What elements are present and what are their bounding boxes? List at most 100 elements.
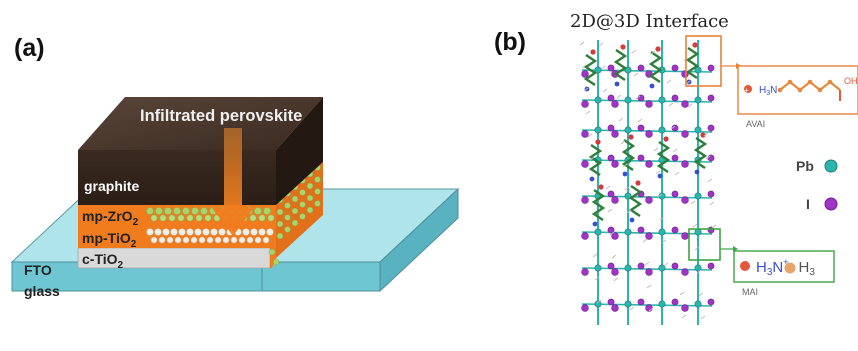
hydrogen-bond xyxy=(633,72,639,77)
organic-chain xyxy=(693,137,708,169)
hydrogen-bond xyxy=(672,148,678,153)
zro2-particle xyxy=(177,214,185,222)
i-atom xyxy=(637,262,645,270)
mp-tio2-label: mp-TiO2 xyxy=(82,230,137,250)
zro2-particle xyxy=(263,207,271,215)
i-atom xyxy=(581,304,589,312)
zro2-particle xyxy=(276,232,284,240)
zro2-particle xyxy=(299,213,306,220)
i-atom xyxy=(607,154,615,162)
i-atom xyxy=(645,160,653,168)
svg-text:+: + xyxy=(744,86,749,95)
hydrogen-bond xyxy=(624,186,630,191)
infiltration-arrow xyxy=(212,128,254,236)
hydrogen-bond xyxy=(698,292,704,297)
hydrogen-bond xyxy=(602,88,608,93)
pb-atom xyxy=(624,264,632,272)
zro2-particle xyxy=(195,214,203,222)
pb-atom xyxy=(694,264,702,272)
oxygen-atom xyxy=(598,184,604,190)
hydrogen-bond xyxy=(587,133,593,138)
mp-tio2-text: mp-TiO xyxy=(82,230,131,246)
avai-highlight-box xyxy=(685,35,722,87)
fto-label: FTO xyxy=(24,262,52,278)
hydrogen-bond xyxy=(659,216,665,221)
tio2-particle xyxy=(218,228,226,236)
pb-atom xyxy=(594,264,602,272)
panel-a: (a) Infiltr xyxy=(10,34,460,299)
pb-atom xyxy=(594,96,602,104)
hydrogen-bond xyxy=(657,193,663,198)
zro2-particle xyxy=(306,182,314,190)
zro2-particle xyxy=(254,207,262,215)
i-atom xyxy=(707,226,715,234)
pb-atom xyxy=(594,66,602,74)
tio2-particle xyxy=(178,228,186,236)
i-atom xyxy=(637,154,645,162)
i-atom xyxy=(681,268,689,276)
hydrogen-bond xyxy=(703,132,709,137)
i-atom xyxy=(581,100,589,108)
hydrogen-bond xyxy=(579,41,585,46)
oxygen-atom xyxy=(620,44,626,50)
zro2-particle xyxy=(150,214,158,222)
organic-chain xyxy=(648,51,663,83)
zro2-particle xyxy=(249,214,257,222)
pb-atom xyxy=(694,192,702,200)
tio2-particle xyxy=(258,228,266,236)
hydrogen-bond xyxy=(711,224,717,229)
zro2-particle xyxy=(173,207,181,215)
avai-inset: + H3N OH AVAI xyxy=(737,65,858,129)
zro2-particle xyxy=(299,201,306,208)
oxygen-atom xyxy=(663,136,669,142)
hydrogen-bond xyxy=(631,49,637,54)
i-atom xyxy=(607,298,615,306)
hydrogen-bond xyxy=(626,209,632,214)
i-atom xyxy=(611,130,619,138)
zro2-particle xyxy=(168,214,176,222)
zro2-particle xyxy=(284,202,291,209)
hydrogen-bond xyxy=(622,163,628,168)
hydrogen-bond xyxy=(629,306,635,311)
oxygen-atom xyxy=(692,42,698,48)
organic-chain xyxy=(656,141,671,173)
graphite-label: graphite xyxy=(84,178,139,194)
zro2-particle xyxy=(314,200,321,207)
hydrogen-bond xyxy=(616,94,622,99)
hydrogen-bond xyxy=(668,102,674,107)
zro2-particle xyxy=(276,208,284,216)
legend-pb-marker xyxy=(824,159,838,173)
c-tio2-text: c-TiO xyxy=(82,251,118,267)
i-atom xyxy=(681,304,689,312)
zro2-particle xyxy=(291,219,299,227)
hydrogen-bond xyxy=(605,185,611,190)
hydrogen-bond xyxy=(655,170,661,175)
i-atom xyxy=(581,70,589,78)
nitrogen-atom xyxy=(589,176,595,182)
molecular-lattice xyxy=(579,40,717,325)
hydrogen-bond xyxy=(687,103,693,108)
i-atom xyxy=(581,196,589,204)
hydrogen-bond xyxy=(600,65,606,70)
hydrogen-bond xyxy=(589,156,595,161)
tio2-particle xyxy=(190,236,198,244)
hydrogen-bond xyxy=(635,95,641,100)
oxygen-atom xyxy=(635,180,641,186)
tio2-particle xyxy=(254,236,262,244)
avai-formula: H3N xyxy=(759,85,777,97)
tio2-particle xyxy=(246,236,254,244)
zro2-particle xyxy=(182,207,190,215)
hydrogen-bond xyxy=(681,314,687,319)
zro2-particle xyxy=(159,214,167,222)
mp-zro2-sub: 2 xyxy=(133,217,139,228)
zro2-particle xyxy=(276,220,284,228)
zro2-particle xyxy=(155,207,163,215)
i-atom xyxy=(637,298,645,306)
tio2-particle xyxy=(158,236,166,244)
hydrogen-bond xyxy=(690,200,696,205)
zro2-particle xyxy=(186,214,194,222)
mp-zro2-label: mp-ZrO2 xyxy=(82,208,139,228)
i-atom xyxy=(611,196,619,204)
zro2-particle xyxy=(306,206,314,214)
pb-atom xyxy=(694,66,702,74)
